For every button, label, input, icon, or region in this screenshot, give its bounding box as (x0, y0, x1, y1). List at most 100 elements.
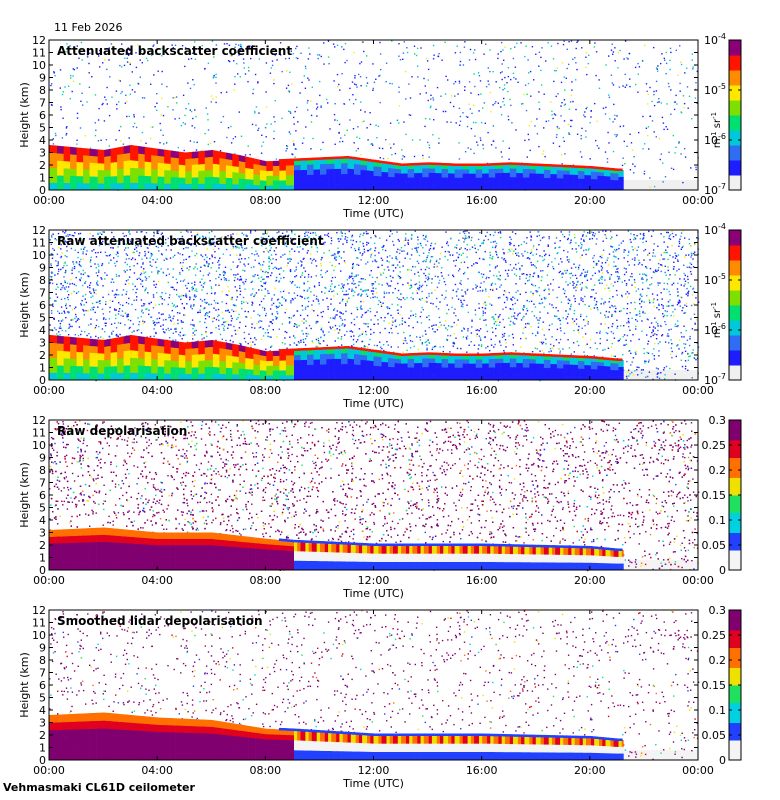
x-tick-label: 00:00 (682, 194, 714, 207)
y-tick-label: 3 (39, 147, 46, 160)
y-tick-label: 5 (39, 122, 46, 135)
x-tick-label: 16:00 (466, 194, 498, 207)
y-tick-label: 9 (39, 452, 46, 465)
cloud-layer (278, 727, 623, 741)
y-tick-label: 12 (32, 414, 46, 427)
cloud-layer (278, 156, 623, 171)
y-tick-label: 8 (39, 464, 46, 477)
x-axis-label: Time (UTC) (342, 587, 404, 600)
x-axis-label: Time (UTC) (342, 777, 404, 790)
x-tick-label: 16:00 (466, 384, 498, 397)
y-tick-label: 4 (39, 704, 46, 717)
colorbar: 10-710-610-510-4m-1 sr-1 (704, 222, 742, 387)
y-axis-label: Height (km) (18, 82, 31, 148)
y-tick-label: 4 (39, 514, 46, 527)
colorbar-tick-label: 0.25 (702, 629, 727, 642)
colorbar-tick-label: 10-7 (704, 372, 726, 387)
y-tick-label: 5 (39, 692, 46, 705)
x-tick-label: 20:00 (574, 384, 606, 397)
x-tick-label: 16:00 (466, 574, 498, 587)
y-tick-label: 10 (32, 439, 46, 452)
x-tick-label: 16:00 (466, 764, 498, 777)
y-tick-label: 1 (39, 742, 46, 755)
x-tick-label: 08:00 (249, 194, 281, 207)
y-tick-label: 3 (39, 337, 46, 350)
panel-title: Raw depolarisation (57, 424, 187, 438)
colorbar-unit: m-1 sr-1 (710, 302, 723, 338)
colorbar-tick-label: 0.1 (709, 704, 727, 717)
y-tick-label: 11 (32, 427, 46, 440)
panel-title: Smoothed lidar depolarisation (57, 614, 263, 628)
colorbar-tick-label: 0 (719, 564, 726, 577)
y-tick-label: 2 (39, 729, 46, 742)
x-tick-label: 12:00 (358, 764, 390, 777)
y-tick-label: 7 (39, 287, 46, 300)
y-tick-label: 6 (39, 299, 46, 312)
y-tick-label: 4 (39, 134, 46, 147)
y-tick-label: 10 (32, 629, 46, 642)
y-axis-label: Height (km) (18, 462, 31, 528)
colorbar-tick-label: 10-7 (704, 182, 726, 197)
y-tick-label: 0 (39, 374, 46, 387)
y-tick-label: 7 (39, 97, 46, 110)
cloud-layer (278, 346, 623, 361)
y-tick-label: 7 (39, 477, 46, 490)
y-tick-label: 5 (39, 312, 46, 325)
y-tick-label: 12 (32, 604, 46, 617)
y-tick-label: 0 (39, 184, 46, 197)
colorbar-tick-label: 0.05 (702, 539, 727, 552)
x-tick-label: 00:00 (33, 764, 65, 777)
x-tick-label: 20:00 (574, 574, 606, 587)
x-tick-label: 20:00 (574, 764, 606, 777)
colorbar-tick-label: 10-5 (704, 82, 726, 97)
y-tick-label: 1 (39, 552, 46, 565)
y-tick-label: 10 (32, 59, 46, 72)
colorbar: 10-710-610-510-4m-1 sr-1 (704, 32, 742, 197)
x-tick-label: 00:00 (33, 574, 65, 587)
x-tick-label: 12:00 (358, 194, 390, 207)
cloud-field (49, 145, 624, 191)
y-axis-label: Height (km) (18, 652, 31, 718)
y-tick-label: 2 (39, 159, 46, 172)
y-tick-label: 6 (39, 679, 46, 692)
x-tick-label: 00:00 (682, 384, 714, 397)
panel-title: Raw attenuated backscatter coefficient (57, 234, 324, 248)
y-tick-label: 12 (32, 224, 46, 237)
date-label: 11 Feb 2026 (54, 21, 122, 34)
colorbar-tick-label: 0.3 (709, 604, 727, 617)
y-tick-label: 10 (32, 249, 46, 262)
colorbar-tick-label: 0.25 (702, 439, 727, 452)
instrument-footer: Vehmasmaki CL61D ceilometer (3, 781, 195, 794)
colorbar-tick-label: 0.15 (702, 489, 727, 502)
colorbar-frame (728, 39, 742, 191)
colorbar: 0 0.05 0.1 0.15 0.2 0.25 0.3 (702, 414, 742, 577)
x-tick-label: 04:00 (141, 764, 173, 777)
y-tick-label: 0 (39, 754, 46, 767)
x-tick-label: 04:00 (141, 384, 173, 397)
x-axis-label: Time (UTC) (342, 207, 404, 220)
colorbar-tick-label: 0 (719, 754, 726, 767)
y-tick-label: 12 (32, 34, 46, 47)
cloud-field (49, 335, 624, 381)
y-tick-label: 11 (32, 47, 46, 60)
colorbar-tick-label: 10-5 (704, 272, 726, 287)
x-tick-label: 08:00 (249, 764, 281, 777)
x-axis-label: Time (UTC) (342, 397, 404, 410)
x-tick-label: 12:00 (358, 384, 390, 397)
colorbar-tick-label: 0.3 (709, 414, 727, 427)
x-tick-label: 00:00 (682, 764, 714, 777)
y-tick-label: 6 (39, 489, 46, 502)
cloud-field (49, 712, 624, 761)
x-tick-label: 20:00 (574, 194, 606, 207)
x-tick-label: 00:00 (33, 384, 65, 397)
colorbar-tick-label: 0.05 (702, 729, 727, 742)
x-tick-label: 04:00 (141, 574, 173, 587)
y-tick-label: 8 (39, 654, 46, 667)
y-tick-label: 11 (32, 617, 46, 630)
colorbar-unit: m-1 sr-1 (710, 112, 723, 148)
colorbar-tick-label: 0.2 (709, 654, 727, 667)
